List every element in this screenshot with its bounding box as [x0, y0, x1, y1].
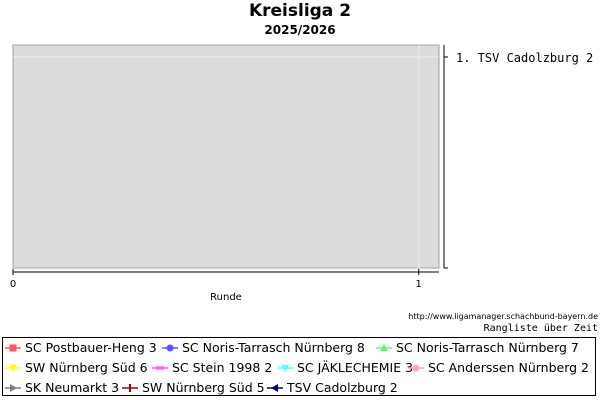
- legend-marker-icon: [122, 383, 138, 392]
- legend-item: SK Neumarkt 3: [5, 378, 119, 397]
- legend-item: SC Noris-Tarrasch Nürnberg 7: [376, 338, 579, 357]
- legend-label: SC Noris-Tarrasch Nürnberg 8: [182, 340, 365, 355]
- legend-label: TSV Cadolzburg 2: [287, 380, 398, 395]
- legend-marker-icon: [376, 343, 392, 351]
- chart-title: Kreisliga 2: [248, 1, 352, 21]
- legend-marker-icon: [5, 383, 21, 392]
- legend-label: SK Neumarkt 3: [25, 380, 120, 395]
- legend-item: SC Postbauer-Heng 3: [5, 338, 157, 357]
- x-tick-label: 0: [10, 279, 16, 290]
- legend-marker-icon: [5, 344, 21, 351]
- x-axis-label: Runde: [210, 292, 242, 303]
- legend-label: SC Noris-Tarrasch Nürnberg 7: [396, 340, 579, 355]
- legend-item: SC Anderssen Nürnberg 2: [408, 358, 589, 377]
- source-url[interactable]: http://www.ligamanager.schachbund-bayern…: [408, 312, 598, 321]
- legend-item: SC Noris-Tarrasch Nürnberg 8: [162, 338, 365, 357]
- legend-item: SW Nürnberg Süd 6: [5, 358, 148, 377]
- legend-marker-icon: [277, 364, 293, 372]
- legend-marker-icon: [152, 366, 168, 369]
- legend-marker-icon: [5, 364, 21, 372]
- legend-item: SC JÄKLECHEMIE 3: [277, 358, 413, 377]
- rank-label: 1. TSV Cadolzburg 2: [456, 51, 594, 65]
- legend: SC Postbauer-Heng 3 SC Noris-Tarrasch Nür…: [2, 337, 596, 396]
- legend-label: SW Nürnberg Süd 5: [142, 380, 265, 395]
- legend-item: TSV Cadolzburg 2: [267, 378, 398, 397]
- x-tick-label: 1: [416, 279, 422, 290]
- legend-label: SC Anderssen Nürnberg 2: [428, 360, 590, 375]
- legend-item: SC Stein 1998 2: [152, 358, 272, 377]
- legend-item: SW Nürnberg Süd 5: [122, 378, 265, 397]
- legend-label: SC Postbauer-Heng 3: [25, 340, 157, 355]
- legend-label: SW Nürnberg Süd 6: [25, 360, 148, 375]
- legend-label: SC Stein 1998 2: [172, 360, 273, 375]
- legend-marker-icon: [162, 344, 178, 351]
- chart-subtitle: 2025/2026: [264, 23, 336, 37]
- rangliste-caption: Rangliste über Zeit: [483, 323, 598, 334]
- legend-marker-icon: [267, 383, 283, 392]
- legend-label: SC JÄKLECHEMIE 3: [297, 360, 414, 375]
- legend-marker-icon: [408, 364, 424, 371]
- plot-area: [12, 44, 440, 269]
